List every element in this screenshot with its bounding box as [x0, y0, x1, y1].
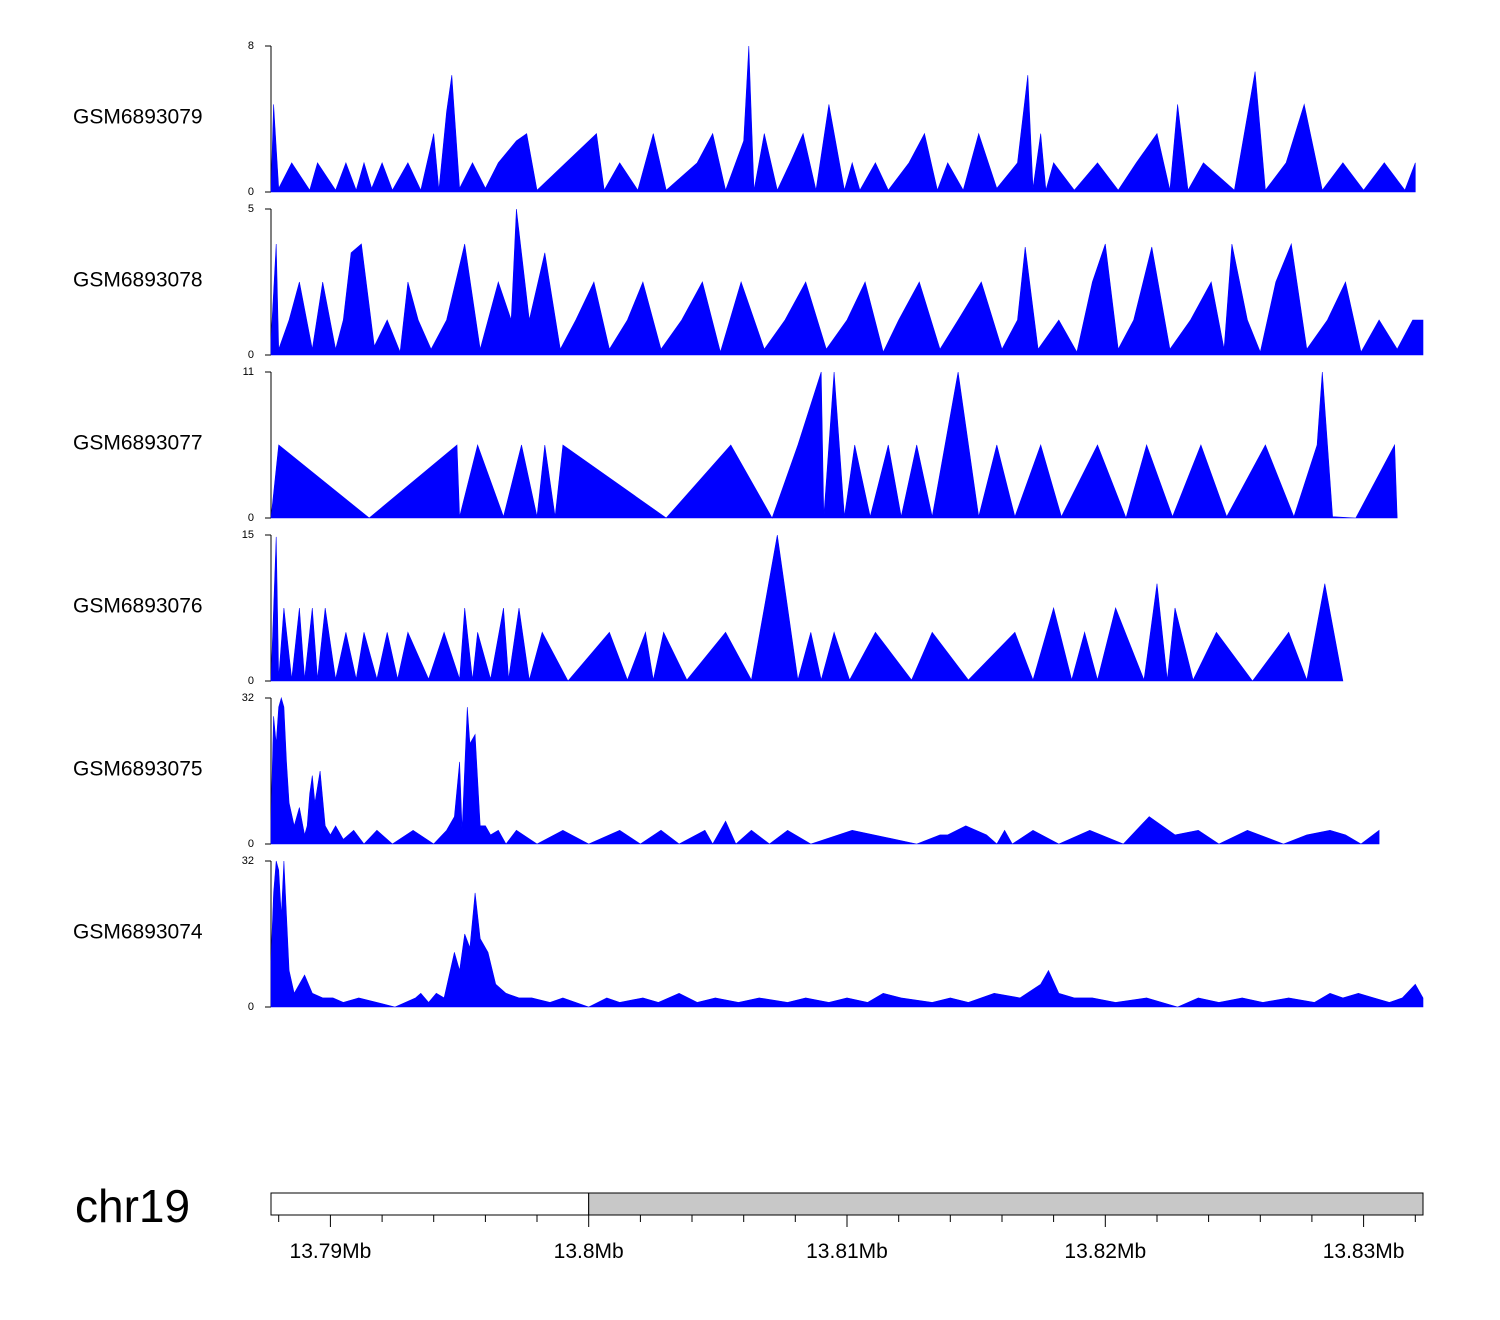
y-tick-label: 0 — [248, 675, 254, 687]
coverage-area — [270, 208, 1424, 356]
track-GSM6893079: GSM6893079 8 0 — [73, 40, 1416, 198]
coverage-area — [270, 45, 1416, 193]
track-label: GSM6893078 — [73, 269, 203, 292]
axis-ticks: 13.79Mb 13.8Mb 13.81Mb 13.82Mb 13.83Mb — [278, 1215, 1416, 1263]
tracks-panel: GSM689307980GSM689307850GSM6893077110GSM… — [73, 40, 1424, 1013]
y-tick-label: 11 — [243, 366, 254, 378]
track-GSM6893074: GSM6893074 32 0 — [73, 855, 1424, 1013]
track-label: GSM6893077 — [73, 432, 203, 455]
coverage-area — [270, 696, 1380, 845]
x-tick-label: 13.83Mb — [1323, 1240, 1405, 1263]
x-tick-label: 13.8Mb — [554, 1240, 624, 1263]
y-tick-label: 5 — [248, 203, 254, 215]
track-label: GSM6893076 — [73, 595, 203, 618]
y-tick-label: 0 — [248, 838, 254, 850]
ideogram-highlighted-region — [588, 1192, 1424, 1216]
y-tick-label: 0 — [248, 186, 254, 198]
track-label: GSM6893074 — [73, 921, 203, 944]
y-tick-label: 0 — [248, 1001, 254, 1013]
track-label: GSM6893075 — [73, 758, 203, 781]
track-GSM6893078: GSM6893078 5 0 — [73, 203, 1424, 361]
y-tick-label: 15 — [242, 529, 254, 541]
chromosome-label: chr19 — [75, 1180, 190, 1232]
x-tick-label: 13.82Mb — [1064, 1240, 1146, 1263]
x-tick-label: 13.79Mb — [290, 1240, 372, 1263]
y-tick-label: 0 — [248, 349, 254, 361]
x-tick-label: 13.81Mb — [806, 1240, 888, 1263]
track-label: GSM6893079 — [73, 106, 203, 129]
coverage-area — [270, 534, 1344, 682]
coverage-area — [270, 371, 1398, 519]
y-tick-label: 32 — [242, 692, 254, 704]
track-GSM6893076: GSM6893076 15 0 — [73, 529, 1344, 687]
ideogram-unhighlighted — [270, 1192, 590, 1216]
y-tick-label: 8 — [248, 40, 254, 52]
y-tick-label: 32 — [242, 855, 254, 867]
track-GSM6893075: GSM6893075 32 0 — [73, 692, 1380, 850]
y-tick-label: 0 — [248, 512, 254, 524]
coverage-area — [270, 860, 1424, 1008]
genome-axis: chr19 13.79Mb 13.8Mb 13.81Mb 13.82Mb 13.83Mb — [75, 1180, 1424, 1263]
track-GSM6893077: GSM6893077 11 0 — [73, 366, 1398, 524]
